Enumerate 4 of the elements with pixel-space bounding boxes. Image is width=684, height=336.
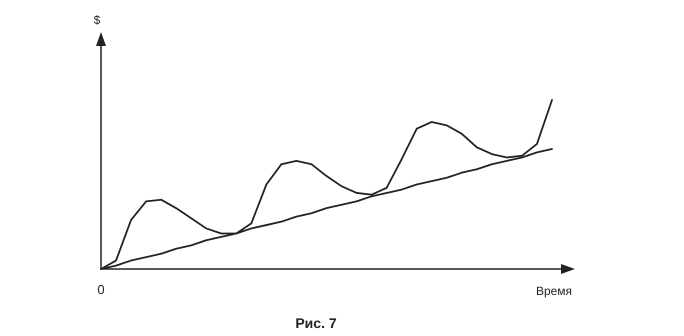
text: 0 <box>97 282 105 297</box>
text: $ <box>94 13 101 27</box>
x-axis-title: Время <box>536 284 572 298</box>
text: Рис. 7 <box>295 315 337 331</box>
